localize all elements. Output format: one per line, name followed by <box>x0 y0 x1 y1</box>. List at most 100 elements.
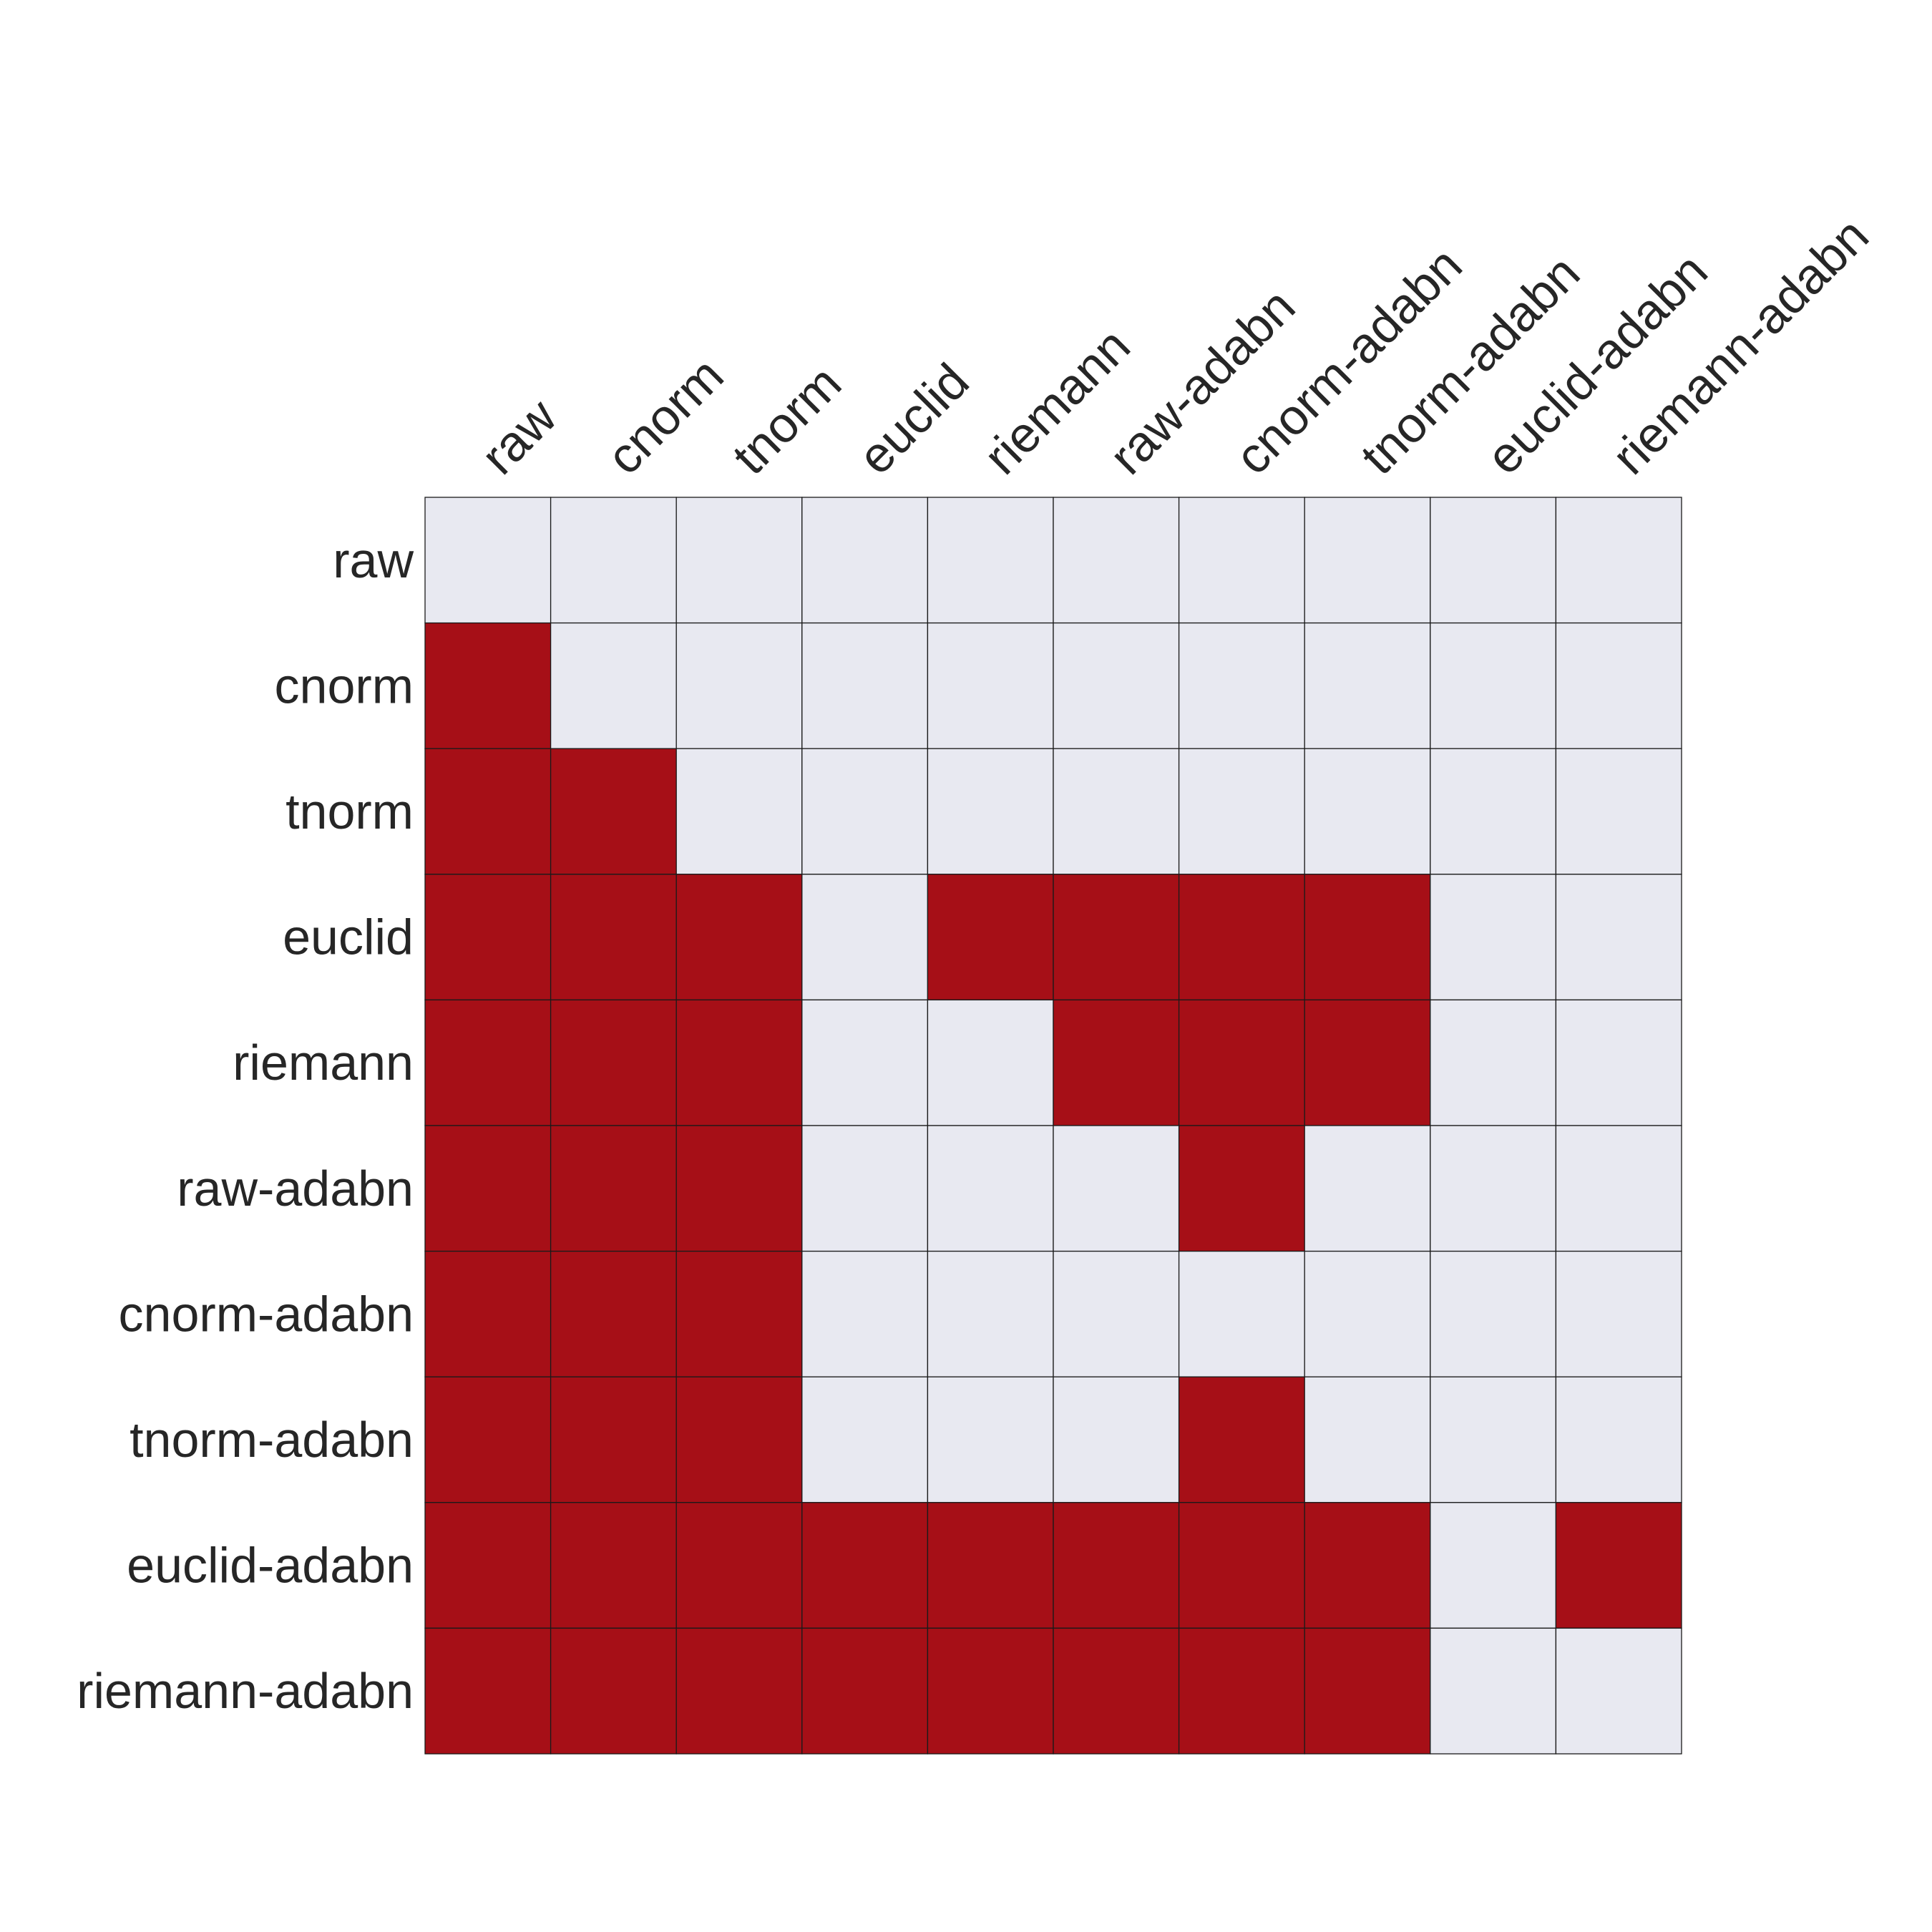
heatmap-cell-euclid-cnorm <box>550 874 677 1001</box>
heatmap-cell-raw-adabn-euclid <box>801 1125 929 1252</box>
heatmap-cell-raw-raw <box>424 497 552 624</box>
heatmap-cell-riemann-cnorm-adabn <box>1178 999 1305 1126</box>
heatmap-cell-riemann-adabn-raw <box>424 1627 552 1755</box>
x-tick-label: euclid-adabn <box>1475 243 1718 485</box>
heatmap-cell-tnorm-riemann <box>927 748 1054 875</box>
y-tick-label: raw-adabn <box>177 1161 414 1216</box>
heatmap-cell-cnorm-adabn-riemann-adabn <box>1555 1250 1682 1377</box>
heatmap-cell-cnorm-adabn-cnorm-adabn <box>1178 1250 1305 1377</box>
heatmap-cell-euclid-adabn-riemann-adabn <box>1555 1502 1682 1629</box>
heatmap-cell-cnorm-adabn-cnorm <box>550 1250 677 1377</box>
heatmap-cell-riemann-riemann <box>927 999 1054 1126</box>
heatmap-cell-raw-riemann-adabn <box>1555 497 1682 624</box>
heatmap-cell-cnorm-tnorm-adabn <box>1304 622 1431 749</box>
heatmap-cell-cnorm-tnorm <box>675 622 803 749</box>
heatmap-cell-raw-adabn-euclid-adabn <box>1430 1125 1557 1252</box>
x-tick-label: tnorm-adabn <box>1350 245 1591 485</box>
heatmap-cell-tnorm-tnorm <box>675 748 803 875</box>
y-tick-label: euclid-adabn <box>127 1538 414 1594</box>
heatmap-cell-raw-adabn-riemann-adabn <box>1555 1125 1682 1252</box>
heatmap-cell-tnorm-tnorm-adabn <box>1304 748 1431 875</box>
y-tick-label: cnorm <box>275 658 414 713</box>
heatmap-cell-riemann-tnorm-adabn <box>1304 999 1431 1126</box>
heatmap-cell-cnorm-adabn-tnorm <box>675 1250 803 1377</box>
heatmap-cell-raw-raw-adabn <box>1053 497 1180 624</box>
heatmap-cell-cnorm-adabn-raw <box>424 1250 552 1377</box>
heatmap-cell-cnorm-cnorm <box>550 622 677 749</box>
heatmap-cell-cnorm-euclid-adabn <box>1430 622 1557 749</box>
heatmap-cell-raw-adabn-riemann <box>927 1125 1054 1252</box>
y-axis-tick-labels: raw cnorm tnorm euclid riemann raw-adabn cnorm… <box>77 532 414 1719</box>
heatmap-cell-riemann-adabn-cnorm <box>550 1627 677 1755</box>
heatmap-cell-riemann-raw-adabn <box>1053 999 1180 1126</box>
heatmap-cell-euclid-cnorm-adabn <box>1178 874 1305 1001</box>
heatmap-cell-riemann-adabn-cnorm-adabn <box>1178 1627 1305 1755</box>
heatmap-cell-tnorm-adabn-riemann-adabn <box>1555 1376 1682 1503</box>
heatmap-cell-euclid-riemann-adabn <box>1555 874 1682 1001</box>
heatmap-cell-raw-euclid-adabn <box>1430 497 1557 624</box>
heatmap-cell-tnorm-adabn-euclid <box>801 1376 929 1503</box>
heatmap-cell-euclid-adabn-euclid-adabn <box>1430 1502 1557 1629</box>
heatmap-cell-riemann-euclid <box>801 999 929 1126</box>
heatmap-cell-cnorm-raw-adabn <box>1053 622 1180 749</box>
heatmap-cell-tnorm-cnorm-adabn <box>1178 748 1305 875</box>
heatmap-cell-tnorm-adabn-raw <box>424 1376 552 1503</box>
heatmap-cell-raw-cnorm-adabn <box>1178 497 1305 624</box>
heatmap-cell-tnorm-adabn-euclid-adabn <box>1430 1376 1557 1503</box>
heatmap-cell-raw-adabn-tnorm-adabn <box>1304 1125 1431 1252</box>
heatmap-cell-riemann-adabn-euclid <box>801 1627 929 1755</box>
heatmap-cell-riemann-riemann-adabn <box>1555 999 1682 1126</box>
heatmap-cell-euclid-adabn-tnorm <box>675 1502 803 1629</box>
heatmap-cell-tnorm-adabn-tnorm-adabn <box>1304 1376 1431 1503</box>
y-tick-label: raw <box>333 532 414 588</box>
heatmap-cell-tnorm-adabn-cnorm-adabn <box>1178 1376 1305 1503</box>
heatmap-cell-riemann-euclid-adabn <box>1430 999 1557 1126</box>
heatmap-cell-tnorm-raw-adabn <box>1053 748 1180 875</box>
heatmap-cell-riemann-adabn-euclid-adabn <box>1430 1627 1557 1755</box>
heatmap-cell-euclid-adabn-raw <box>424 1502 552 1629</box>
heatmap-cell-tnorm-raw <box>424 748 552 875</box>
heatmap-cell-raw-euclid <box>801 497 929 624</box>
heatmap-cell-cnorm-riemann-adabn <box>1555 622 1682 749</box>
heatmap-cell-euclid-adabn-cnorm-adabn <box>1178 1502 1305 1629</box>
heatmap-cell-euclid-riemann <box>927 874 1054 1001</box>
heatmap-cell-riemann-cnorm <box>550 999 677 1126</box>
heatmap-cell-raw-adabn-tnorm <box>675 1125 803 1252</box>
heatmap-cell-euclid-adabn-euclid <box>801 1502 929 1629</box>
heatmap-cell-tnorm-adabn-cnorm <box>550 1376 677 1503</box>
heatmap-cell-cnorm-euclid <box>801 622 929 749</box>
heatmap-cell-raw-adabn-raw-adabn <box>1053 1125 1180 1252</box>
heatmap-cell-raw-riemann <box>927 497 1054 624</box>
y-tick-label: tnorm <box>286 784 414 839</box>
x-tick-label: cnorm <box>596 347 734 485</box>
heatmap-cell-tnorm-adabn-tnorm <box>675 1376 803 1503</box>
x-axis-tick-labels: raw cnormtnormeuclidriemannraw-adabncnorm… <box>470 208 1879 485</box>
heatmap-cell-euclid-adabn-riemann <box>927 1502 1054 1629</box>
heatmap-cells <box>424 497 1682 1755</box>
y-tick-label: cnorm-adabn <box>119 1286 414 1342</box>
heatmap-cell-tnorm-euclid-adabn <box>1430 748 1557 875</box>
heatmap-cell-euclid-euclid <box>801 874 929 1001</box>
x-tick-label: raw <box>470 388 567 484</box>
heatmap-cell-raw-tnorm-adabn <box>1304 497 1431 624</box>
heatmap-cell-raw-adabn-raw <box>424 1125 552 1252</box>
heatmap-cell-raw-tnorm <box>675 497 803 624</box>
y-tick-label: euclid <box>283 909 414 965</box>
heatmap-cell-euclid-adabn-raw-adabn <box>1053 1502 1180 1629</box>
heatmap-cell-tnorm-adabn-riemann <box>927 1376 1054 1503</box>
heatmap-cell-riemann-adabn-tnorm <box>675 1627 803 1755</box>
heatmap-cell-raw-adabn-cnorm <box>550 1125 677 1252</box>
heatmap-cell-cnorm-adabn-tnorm-adabn <box>1304 1250 1431 1377</box>
heatmap-cell-raw-adabn-cnorm-adabn <box>1178 1125 1305 1252</box>
heatmap-cell-tnorm-riemann-adabn <box>1555 748 1682 875</box>
heatmap-cell-cnorm-cnorm-adabn <box>1178 622 1305 749</box>
heatmap-cell-riemann-adabn-riemann <box>927 1627 1054 1755</box>
heatmap-cell-riemann-adabn-raw-adabn <box>1053 1627 1180 1755</box>
heatmap-cell-euclid-adabn-tnorm-adabn <box>1304 1502 1431 1629</box>
x-tick-label: tnorm <box>722 355 852 485</box>
x-tick-label: euclid <box>847 353 979 484</box>
heatmap-cell-cnorm-adabn-euclid-adabn <box>1430 1250 1557 1377</box>
heatmap-cell-riemann-adabn-tnorm-adabn <box>1304 1627 1431 1755</box>
heatmap-cell-cnorm-raw <box>424 622 552 749</box>
